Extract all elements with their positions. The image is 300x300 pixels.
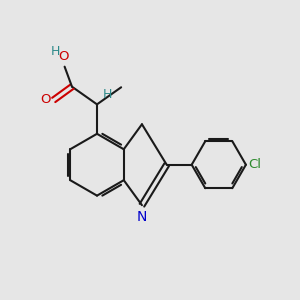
Text: O: O [40, 93, 51, 106]
Text: H: H [102, 88, 112, 101]
Text: H: H [50, 45, 60, 58]
Text: N: N [137, 211, 147, 224]
Text: Cl: Cl [248, 158, 261, 171]
Text: O: O [58, 50, 68, 63]
